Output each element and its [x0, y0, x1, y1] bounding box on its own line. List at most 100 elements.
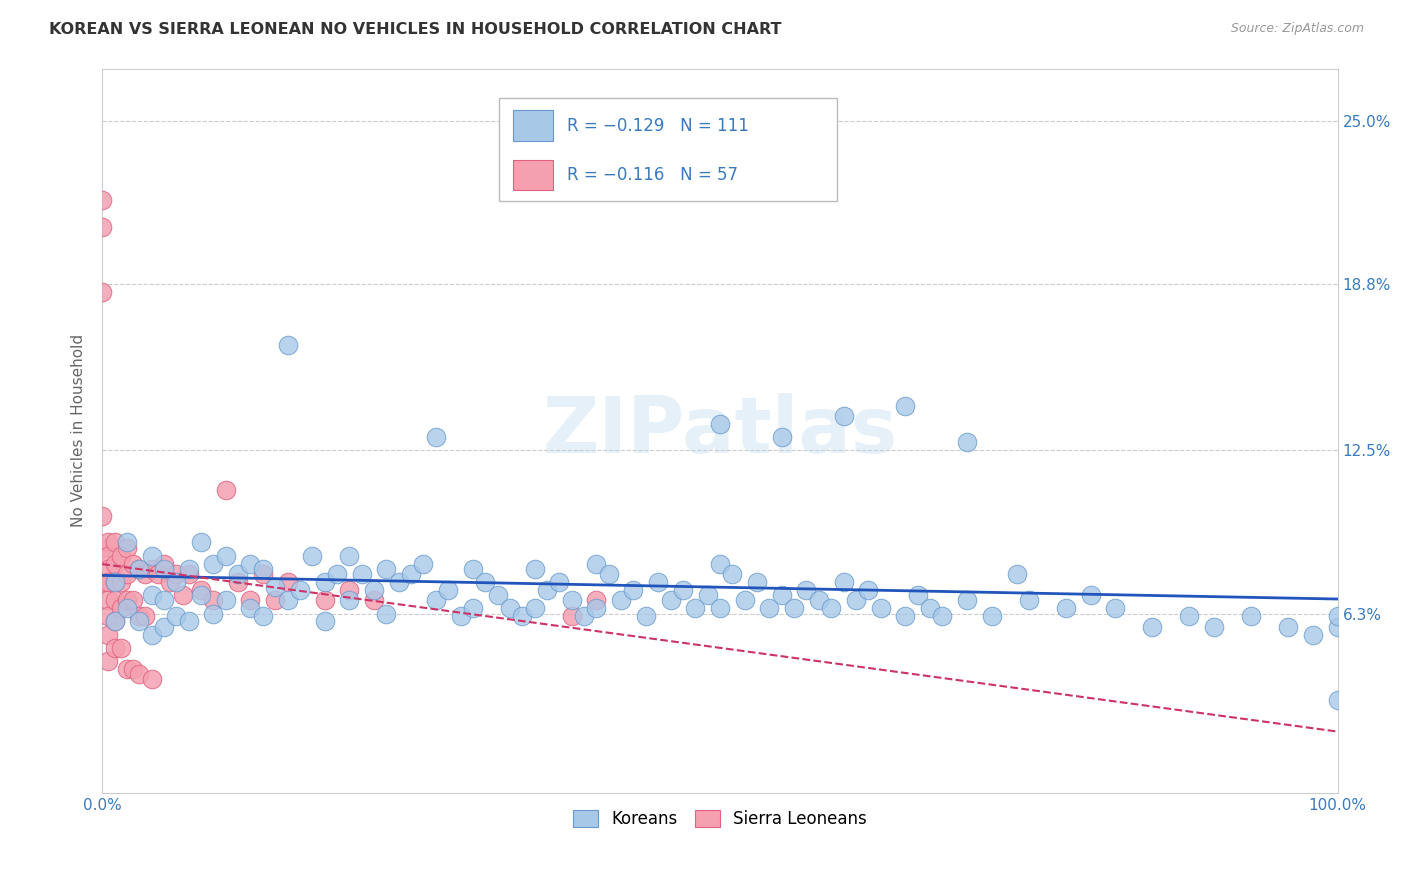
Text: R = −0.116   N = 57: R = −0.116 N = 57 — [567, 166, 738, 184]
Koreans — [1018, 593, 1040, 607]
Sierra Leoneans — [165, 567, 187, 582]
Koreans — [623, 582, 645, 597]
Koreans — [832, 409, 855, 423]
Koreans — [796, 582, 818, 597]
Sierra Leoneans — [239, 593, 262, 607]
Koreans — [1080, 588, 1102, 602]
Sierra Leoneans — [97, 628, 120, 642]
Koreans — [536, 582, 558, 597]
Koreans — [314, 574, 336, 589]
Sierra Leoneans — [97, 562, 120, 576]
Koreans — [845, 593, 868, 607]
Koreans — [721, 567, 744, 582]
Koreans — [177, 562, 200, 576]
Sierra Leoneans — [314, 593, 336, 607]
Koreans — [165, 609, 187, 624]
Sierra Leoneans — [97, 549, 120, 563]
Koreans — [153, 620, 176, 634]
Koreans — [388, 574, 411, 589]
Koreans — [907, 588, 929, 602]
Sierra Leoneans — [103, 574, 125, 589]
Koreans — [1326, 609, 1348, 624]
Koreans — [202, 557, 225, 571]
Koreans — [363, 582, 385, 597]
Sierra Leoneans — [103, 535, 125, 549]
Koreans — [672, 582, 695, 597]
Sierra Leoneans — [128, 667, 150, 681]
Koreans — [103, 615, 125, 629]
Koreans — [869, 601, 891, 615]
Sierra Leoneans — [91, 509, 114, 524]
Sierra Leoneans — [337, 582, 360, 597]
Sierra Leoneans — [585, 593, 607, 607]
Text: ZIPatlas: ZIPatlas — [543, 392, 897, 468]
Koreans — [1178, 609, 1201, 624]
Sierra Leoneans — [252, 567, 274, 582]
Koreans — [486, 588, 509, 602]
Sierra Leoneans — [122, 662, 145, 676]
Koreans — [1204, 620, 1226, 634]
Koreans — [770, 430, 793, 444]
Koreans — [1240, 609, 1263, 624]
Koreans — [523, 562, 546, 576]
Sierra Leoneans — [115, 662, 138, 676]
Koreans — [572, 609, 595, 624]
Legend: Koreans, Sierra Leoneans: Koreans, Sierra Leoneans — [567, 804, 873, 835]
Koreans — [277, 338, 299, 352]
Sierra Leoneans — [97, 609, 120, 624]
Sierra Leoneans — [128, 609, 150, 624]
Koreans — [141, 588, 163, 602]
Koreans — [190, 535, 212, 549]
Sierra Leoneans — [159, 574, 181, 589]
Sierra Leoneans — [103, 593, 125, 607]
FancyBboxPatch shape — [499, 98, 837, 201]
Koreans — [153, 562, 176, 576]
Koreans — [894, 399, 917, 413]
Koreans — [1277, 620, 1299, 634]
Sierra Leoneans — [141, 673, 163, 687]
Koreans — [634, 609, 657, 624]
Koreans — [685, 601, 707, 615]
Text: Source: ZipAtlas.com: Source: ZipAtlas.com — [1230, 22, 1364, 36]
Koreans — [239, 557, 262, 571]
Koreans — [499, 601, 522, 615]
Text: KOREAN VS SIERRA LEONEAN NO VEHICLES IN HOUSEHOLD CORRELATION CHART: KOREAN VS SIERRA LEONEAN NO VEHICLES IN … — [49, 22, 782, 37]
Koreans — [103, 574, 125, 589]
Koreans — [399, 567, 422, 582]
Koreans — [1054, 601, 1077, 615]
Koreans — [610, 593, 633, 607]
Sierra Leoneans — [110, 601, 132, 615]
Koreans — [585, 557, 607, 571]
Koreans — [956, 593, 979, 607]
Sierra Leoneans — [115, 541, 138, 555]
Sierra Leoneans — [103, 557, 125, 571]
Sierra Leoneans — [97, 593, 120, 607]
Sierra Leoneans — [190, 582, 212, 597]
Sierra Leoneans — [363, 593, 385, 607]
Koreans — [758, 601, 780, 615]
Koreans — [931, 609, 953, 624]
Sierra Leoneans — [91, 193, 114, 207]
FancyBboxPatch shape — [513, 160, 553, 190]
Koreans — [858, 582, 880, 597]
Koreans — [141, 628, 163, 642]
Sierra Leoneans — [91, 219, 114, 234]
Koreans — [115, 601, 138, 615]
Sierra Leoneans — [110, 549, 132, 563]
Text: R = −0.129   N = 111: R = −0.129 N = 111 — [567, 117, 748, 135]
Koreans — [1326, 620, 1348, 634]
Sierra Leoneans — [97, 574, 120, 589]
Koreans — [461, 562, 484, 576]
Koreans — [832, 574, 855, 589]
Sierra Leoneans — [122, 557, 145, 571]
Koreans — [177, 615, 200, 629]
Sierra Leoneans — [177, 567, 200, 582]
Sierra Leoneans — [91, 541, 114, 555]
Koreans — [696, 588, 718, 602]
Sierra Leoneans — [110, 574, 132, 589]
Koreans — [709, 557, 731, 571]
Koreans — [115, 535, 138, 549]
Koreans — [1326, 693, 1348, 707]
Koreans — [1104, 601, 1126, 615]
Sierra Leoneans — [91, 285, 114, 300]
